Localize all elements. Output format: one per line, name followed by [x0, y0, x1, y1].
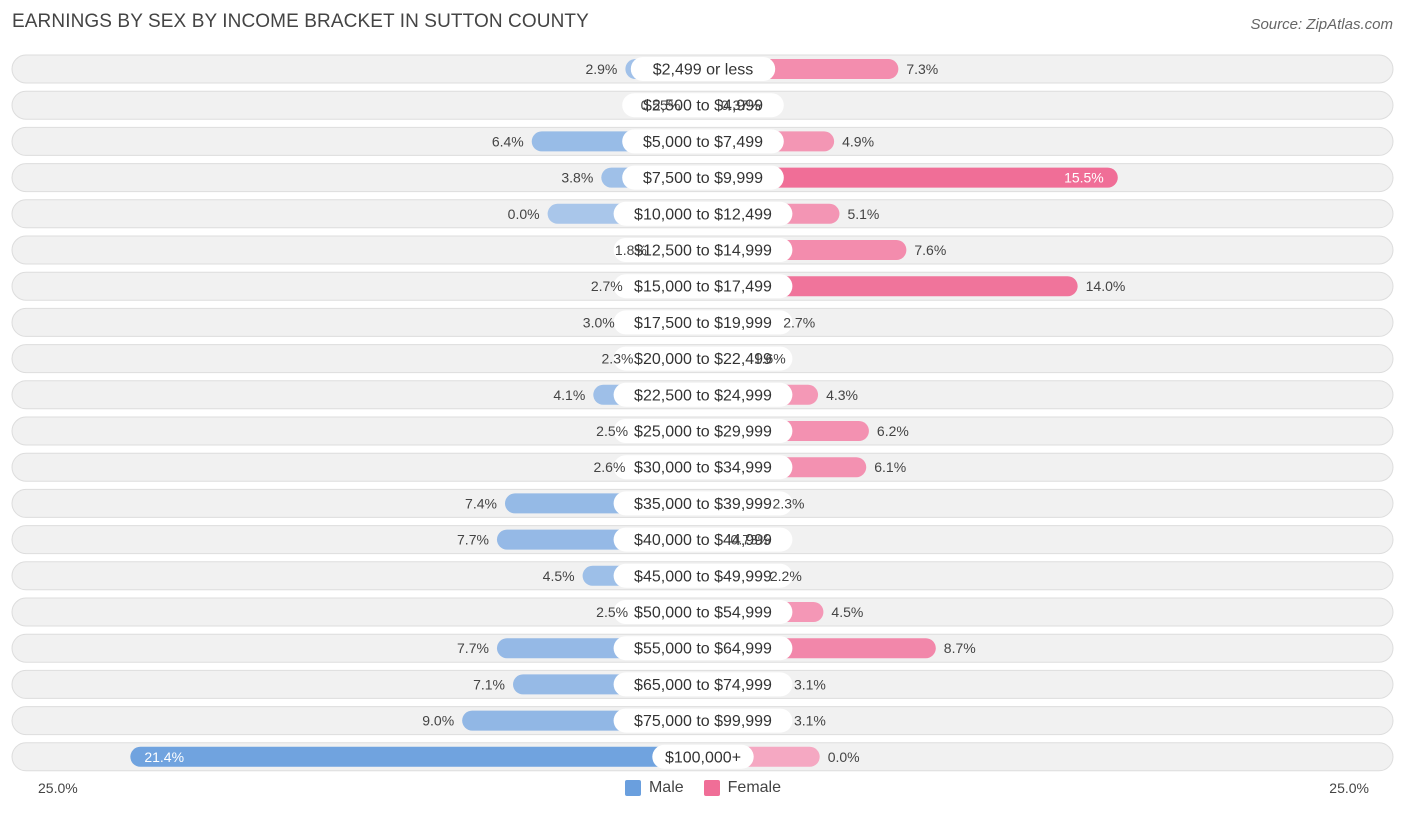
axis-left-label: 25.0% — [38, 780, 78, 796]
female-value-label: 3.1% — [794, 713, 826, 729]
category-label: $55,000 to $64,999 — [634, 641, 772, 658]
male-value-label: 3.8% — [561, 170, 593, 186]
male-value-label: 2.7% — [591, 278, 623, 294]
category-label: $12,500 to $14,999 — [634, 243, 772, 260]
category-label: $2,500 to $4,999 — [643, 98, 763, 115]
category-label-pill — [622, 129, 784, 154]
category-label: $7,500 to $9,999 — [643, 170, 763, 187]
male-value-label: 21.4% — [144, 749, 184, 765]
legend-label-male: Male — [648, 779, 684, 796]
male-value-label: 6.4% — [492, 133, 524, 149]
category-label-pill — [613, 672, 793, 697]
category-label: $10,000 to $12,499 — [634, 206, 772, 223]
category-label-pill — [613, 238, 793, 262]
male-value-label: 7.1% — [473, 676, 505, 692]
male-value-label: 2.6% — [594, 459, 626, 475]
female-value-label: 6.1% — [874, 459, 906, 475]
male-value-label: 7.4% — [465, 495, 497, 511]
category-label-pill — [613, 563, 793, 588]
male-value-label: 1.8% — [615, 242, 647, 258]
category-label: $25,000 to $29,999 — [634, 424, 772, 441]
female-value-label: 0.0% — [828, 749, 860, 765]
category-label: $100,000+ — [665, 749, 741, 766]
category-label-pill — [652, 744, 754, 769]
category-label-pill — [613, 419, 793, 443]
category-label-pill — [613, 346, 793, 371]
category-label-pill — [613, 274, 793, 299]
female-value-label: 4.9% — [842, 133, 874, 149]
male-value-label: 9.0% — [422, 713, 454, 729]
category-label-pill — [613, 708, 793, 733]
female-bar — [703, 276, 1078, 297]
category-label-pill — [613, 310, 793, 335]
male-value-label: 0.55% — [641, 97, 681, 113]
category-label: $30,000 to $34,999 — [634, 460, 772, 477]
legend-label-female: Female — [727, 779, 782, 796]
legend-swatch-female — [703, 780, 720, 796]
female-value-label: 7.3% — [906, 61, 938, 77]
category-label-pill — [613, 600, 793, 624]
category-label-pill — [613, 491, 793, 516]
female-value-label: 0.73% — [731, 532, 771, 548]
legend-item-male[interactable]: Male — [624, 779, 684, 797]
female-value-label: 2.3% — [773, 495, 805, 511]
male-value-label: 7.7% — [457, 640, 489, 656]
category-label-pill — [613, 382, 793, 407]
category-label: $15,000 to $17,499 — [634, 279, 772, 296]
category-label: $17,500 to $19,999 — [634, 315, 772, 332]
female-value-label: 4.5% — [831, 604, 863, 620]
female-value-label: 2.7% — [783, 314, 815, 330]
category-label-pill — [622, 93, 784, 118]
category-label: $50,000 to $54,999 — [634, 605, 772, 622]
male-value-label: 2.9% — [585, 61, 617, 77]
female-value-label: 7.6% — [914, 242, 946, 258]
female-value-label: 5.1% — [847, 206, 879, 222]
legend-swatch-male — [624, 780, 641, 796]
male-value-label: 4.5% — [543, 568, 575, 584]
legend-item-female[interactable]: Female — [703, 779, 782, 797]
category-label: $5,000 to $7,499 — [643, 134, 763, 151]
category-label: $20,000 to $22,499 — [634, 351, 772, 368]
male-value-label: 2.5% — [596, 604, 628, 620]
category-label-pill — [630, 57, 776, 81]
female-value-label: 0.37% — [721, 97, 761, 113]
category-label-pill — [613, 636, 793, 661]
category-label: $22,500 to $24,999 — [634, 387, 772, 404]
male-value-label: 7.7% — [457, 532, 489, 548]
category-label-pill — [613, 201, 793, 226]
male-value-label: 2.5% — [596, 423, 628, 439]
female-value-label: 2.2% — [770, 568, 802, 584]
female-value-label: 14.0% — [1086, 278, 1126, 294]
category-label-pill — [613, 455, 793, 480]
male-value-label: 0.0% — [508, 206, 540, 222]
female-value-label: 15.5% — [1064, 170, 1104, 186]
category-label: $35,000 to $39,999 — [634, 496, 772, 513]
female-value-label: 1.6% — [754, 351, 786, 367]
category-label-pill — [622, 165, 784, 190]
category-label: $75,000 to $99,999 — [634, 713, 772, 730]
chart-title: EARNINGS BY SEX BY INCOME BRACKET IN SUT… — [12, 11, 589, 32]
source-credit: Source: ZipAtlas.com — [1250, 16, 1393, 33]
category-label-pill — [613, 527, 793, 552]
female-value-label: 3.1% — [794, 676, 826, 692]
female-value-label: 6.2% — [877, 423, 909, 439]
category-label: $2,499 or less — [653, 62, 754, 79]
category-label: $65,000 to $74,999 — [634, 677, 772, 694]
axis-right-label: 25.0% — [1329, 780, 1369, 796]
female-bar — [703, 167, 1118, 188]
legend: Male Female — [0, 779, 1406, 797]
category-label: $45,000 to $49,999 — [634, 568, 772, 585]
male-value-label: 2.3% — [602, 351, 634, 367]
female-value-label: 4.3% — [826, 387, 858, 403]
category-label: $40,000 to $44,999 — [634, 532, 772, 549]
female-value-label: 8.7% — [944, 640, 976, 656]
male-value-label: 3.0% — [583, 314, 615, 330]
male-bar — [130, 746, 703, 767]
male-value-label: 4.1% — [553, 387, 585, 403]
